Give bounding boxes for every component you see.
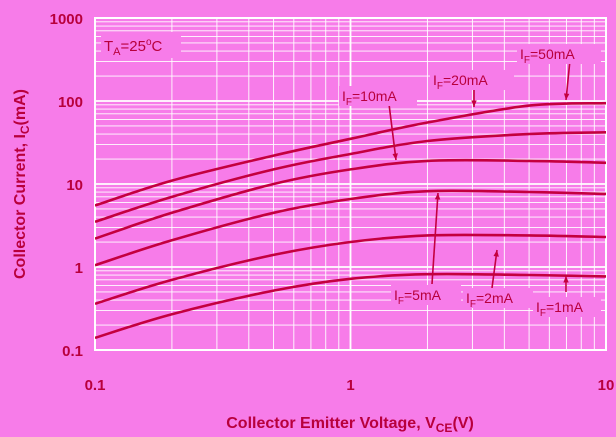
series-line xyxy=(95,233,606,306)
label-arrow-head xyxy=(392,153,398,160)
condition-box xyxy=(101,32,181,58)
y-tick-label: 0.1 xyxy=(62,343,83,360)
label-arrow-head xyxy=(493,250,499,257)
y-tick-label: 1 xyxy=(75,260,83,277)
series-label-background xyxy=(339,86,417,106)
label-arrow-head xyxy=(563,276,569,283)
series-label-background xyxy=(517,44,601,64)
series-label: IF=5mA xyxy=(394,287,442,307)
plot-frame xyxy=(94,17,607,351)
series-label-background xyxy=(391,285,461,305)
condition-label: TA=25oC xyxy=(104,37,163,58)
series-label: IF=50mA xyxy=(520,46,575,66)
x-tick-label: 10 xyxy=(598,377,615,394)
x-tick-label: 0.1 xyxy=(85,377,106,394)
series-line xyxy=(95,272,606,340)
label-arrow-head xyxy=(471,100,477,107)
series-label: IF=2mA xyxy=(466,290,514,310)
label-arrow-line xyxy=(388,103,397,161)
series-labels: IF=50mA IF=20mA IF=10mA IF=5mA IF=2mA IF=1mA xyxy=(339,44,601,319)
series-line xyxy=(95,189,606,267)
label-arrow-line xyxy=(565,59,571,101)
label-arrow-line xyxy=(431,192,439,285)
series-line xyxy=(95,131,606,224)
label-arrow-head xyxy=(434,193,441,200)
y-tick-label: 10 xyxy=(66,177,83,194)
annotation-arrows xyxy=(388,59,571,292)
y-tick-label: 1000 xyxy=(50,11,83,28)
series-label-background xyxy=(430,70,514,90)
series-label-background xyxy=(533,297,601,317)
series-line xyxy=(95,158,606,240)
x-tick-label: 1 xyxy=(346,377,354,394)
curves xyxy=(95,101,606,340)
label-arrow-head xyxy=(563,93,570,100)
y-axis-title: Collector Current, IC(mA) xyxy=(12,89,32,279)
tick-labels: 0.1 1 10 0.1 1 10 100 1000 xyxy=(50,11,615,394)
y-tick-label: 100 xyxy=(58,94,83,111)
series-label: IF=10mA xyxy=(342,88,397,108)
series-label: IF=20mA xyxy=(433,72,488,92)
x-axis-title: Collector Emitter Voltage, VCE(V) xyxy=(226,415,474,435)
series-line xyxy=(95,101,606,207)
series-label: IF=1mA xyxy=(536,299,584,319)
series-label-background xyxy=(463,288,533,308)
